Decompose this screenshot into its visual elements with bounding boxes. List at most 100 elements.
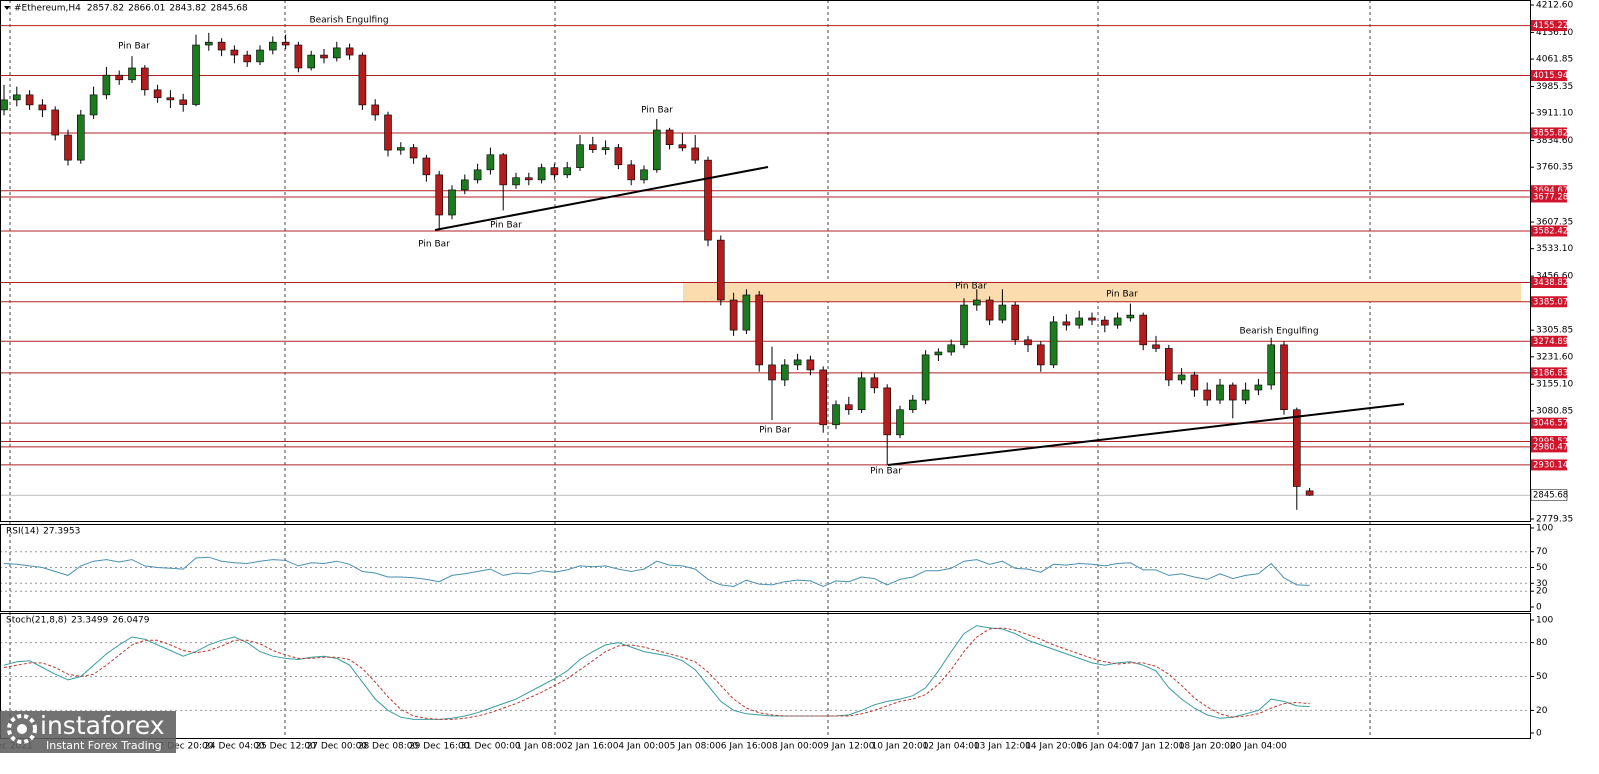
candle-body <box>870 377 879 389</box>
ohlc-value: 2843.82 <box>169 4 206 14</box>
trendline <box>887 403 1405 466</box>
candle-body <box>448 189 456 216</box>
x-tick-label: 31 Dec 00:00 <box>460 742 521 752</box>
level-label-box <box>1531 20 1567 32</box>
level-label: 3855.82 <box>1533 128 1568 138</box>
y-tick-label: 3607.35 <box>1536 218 1573 228</box>
trendline <box>434 166 769 231</box>
x-tick-label: 27 Dec 00:00 <box>307 742 368 752</box>
y-tick-label: 100 <box>1536 616 1553 626</box>
candle-body <box>537 167 546 181</box>
candle-body <box>627 164 636 181</box>
candle-body <box>1088 317 1096 321</box>
candle-body <box>1203 389 1211 401</box>
candle-body <box>768 364 776 381</box>
y-tick-label: 3080.85 <box>1536 406 1573 416</box>
candle-body <box>601 147 610 151</box>
y-tick-label: 100 <box>1536 524 1553 534</box>
candle-body <box>908 399 917 411</box>
x-tick-label: 12 Jan 04:00 <box>923 742 980 752</box>
x-tick-label: 16 Jan 04:00 <box>1076 742 1133 752</box>
annotation: Bearish Engulfing <box>1239 327 1318 337</box>
x-tick-label: 5 Jan 08:00 <box>670 742 722 752</box>
x-tick-label: 24 Dec 04:00 <box>204 742 265 752</box>
y-tick-label: 3834.60 <box>1536 136 1573 146</box>
y-tick-label: 20 <box>1536 706 1548 716</box>
y-tick-label: 4061.85 <box>1536 55 1573 65</box>
candle-body <box>294 44 303 69</box>
logo-tagline: Instant Forex Trading <box>46 739 162 752</box>
candle-body <box>947 344 956 353</box>
candle-body <box>1062 321 1071 326</box>
level-label: 3677.28 <box>1533 192 1568 202</box>
candle-body <box>934 351 943 356</box>
candle-body <box>371 104 380 116</box>
indicator-name: Stoch(21,8,8) <box>6 616 67 626</box>
x-tick-label: 25 Dec 12:00 <box>255 742 316 752</box>
candle-body <box>473 169 482 181</box>
x-tick-label: 14 Jan 20:00 <box>1025 742 1082 752</box>
candle-body <box>166 97 175 101</box>
candle-body <box>230 49 239 56</box>
candle-body <box>486 154 495 171</box>
y-tick-label: 3231.60 <box>1536 352 1573 362</box>
candle-body <box>396 147 405 151</box>
indicator-value: 26.0479 <box>112 616 149 626</box>
level-label: 3046.57 <box>1533 419 1568 429</box>
candle-body <box>819 369 828 426</box>
candle-body <box>844 404 853 411</box>
candle-body <box>1165 348 1173 381</box>
level-label-box <box>1531 296 1567 308</box>
level-label-box <box>1531 225 1567 237</box>
level-label-box <box>1531 417 1567 429</box>
x-tick-label: 13 Jan 12:00 <box>974 742 1031 752</box>
candle-body <box>716 239 725 301</box>
level-label: 3186.83 <box>1533 368 1568 378</box>
candle-body <box>1049 321 1058 366</box>
candle-body <box>64 134 72 161</box>
candle-body <box>1254 384 1263 391</box>
candle-body <box>665 129 674 146</box>
candle-body <box>563 167 572 176</box>
annotation: Pin Bar <box>118 42 150 52</box>
logo-name: instaforex <box>40 711 165 740</box>
candle-body <box>141 67 149 91</box>
y-tick-label: 2779.35 <box>1536 515 1573 525</box>
stoch-pane-border <box>0 613 1531 739</box>
x-tick-label: 20 Jan 04:00 <box>1230 742 1287 752</box>
candle-body <box>384 114 392 151</box>
level-label-box <box>1531 459 1567 471</box>
annotation: Pin Bar <box>418 240 450 250</box>
y-tick-label: 3533.10 <box>1536 244 1573 254</box>
y-tick-label: 3456.60 <box>1536 272 1573 282</box>
candle-body <box>550 167 559 176</box>
level-label-box <box>1531 185 1567 197</box>
y-tick-label: 3305.85 <box>1536 326 1573 336</box>
logo-icon <box>17 724 27 734</box>
candle-body <box>460 179 469 191</box>
candle-body <box>972 299 981 306</box>
x-tick-label: 28 Dec 08:00 <box>358 742 419 752</box>
level-label-box <box>1531 441 1567 453</box>
candle-body <box>588 144 597 151</box>
level-label: 3385.07 <box>1533 297 1568 307</box>
logo: instaforex Instant Forex Trading <box>0 711 176 753</box>
y-tick-label: 4212.60 <box>1536 1 1573 11</box>
annotation: Pin Bar <box>490 221 522 231</box>
x-tick-label: 10 Jan 20:00 <box>872 742 929 752</box>
candle-body <box>153 89 162 99</box>
candle-body <box>307 54 316 69</box>
candle-body <box>217 41 226 51</box>
candle-body <box>1024 339 1032 346</box>
candle-body <box>1293 409 1301 487</box>
annotation: Pin Bar <box>641 106 673 116</box>
candle-body <box>652 129 661 171</box>
indicator-value: 23.3499 <box>71 616 108 626</box>
level-label: 3694.67 <box>1533 186 1568 196</box>
y-tick-label: 0 <box>1536 603 1542 613</box>
annotation: Pin Bar <box>870 467 902 477</box>
stoch-main-line <box>3 625 1310 720</box>
resistance-zone <box>683 282 1521 302</box>
annotation: Bearish Engulfing <box>309 16 388 26</box>
